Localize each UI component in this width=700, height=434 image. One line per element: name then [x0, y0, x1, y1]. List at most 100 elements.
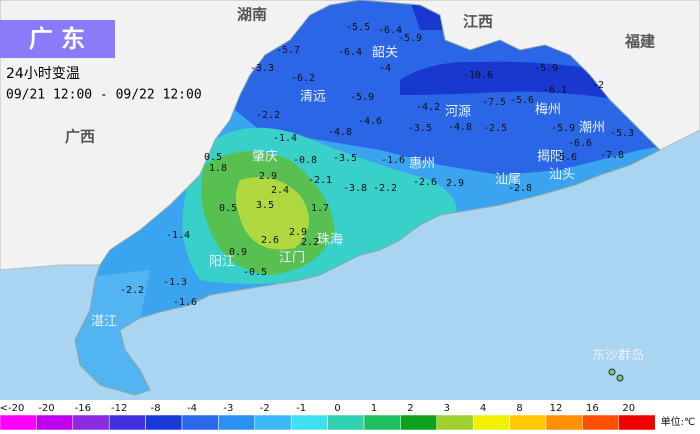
legend-swatch — [145, 414, 183, 431]
legend-swatch — [254, 414, 292, 431]
legend-swatch — [218, 414, 256, 431]
station-value: -5.6 — [510, 95, 534, 106]
station-value: -0.8 — [293, 155, 317, 166]
station-value: -4.8 — [328, 127, 352, 138]
station-value: -2.2 — [373, 183, 397, 194]
title: 广 东 — [29, 25, 85, 53]
neighbor-label: 福建 — [624, 33, 656, 51]
city-label: 清远 — [300, 90, 326, 105]
station-value: 0.5 — [204, 152, 222, 163]
station-value: -5.7 — [276, 45, 300, 56]
neighbor-label: 广西 — [65, 128, 95, 146]
legend-swatch — [363, 414, 401, 431]
legend-swatch — [545, 414, 583, 431]
legend-label: -2 — [260, 403, 270, 414]
city-label: 汕头 — [549, 168, 575, 183]
legend-swatch — [400, 414, 438, 431]
legend-label: -8 — [151, 403, 161, 414]
station-value: 2.9 — [289, 227, 307, 238]
station-value: -3.5 — [333, 153, 357, 164]
station-value: 2.9 — [259, 171, 277, 182]
field-coldest — [400, 61, 620, 100]
station-value: -3.5 — [408, 123, 432, 134]
station-value: -2.2 — [120, 285, 144, 296]
period: 09/21 12:00 - 09/22 12:00 — [6, 88, 202, 103]
city-label: 韶关 — [372, 45, 398, 61]
station-value: 2.2 — [301, 237, 319, 248]
station-value: -4.6 — [358, 116, 382, 127]
legend-label: 4 — [480, 403, 486, 414]
city-label: 阳江 — [209, 255, 235, 270]
city-label: 揭阳 — [537, 150, 563, 165]
legend-label: 8 — [516, 403, 522, 414]
legend-label: 20 — [622, 403, 635, 414]
legend-swatch — [0, 414, 37, 431]
field-warmest — [236, 177, 309, 250]
legend-label: -12 — [111, 403, 127, 414]
station-value: -10.6 — [463, 70, 493, 81]
city-label: 江门 — [279, 251, 305, 266]
station-value: -6.4 — [338, 47, 362, 58]
subtitle: 24小时变温 — [6, 66, 80, 82]
station-value: -2 — [592, 80, 604, 91]
city-label: 梅州 — [535, 103, 561, 118]
legend-label: 0 — [334, 403, 340, 414]
legend-swatch — [509, 414, 547, 431]
city-label: 肇庆 — [252, 150, 278, 165]
station-value: -5.9 — [398, 33, 422, 44]
station-value: -2.8 — [508, 183, 532, 194]
legend-label: <-20 — [0, 403, 24, 414]
station-value: -1.6 — [381, 155, 405, 166]
station-value: -5.6 — [553, 152, 577, 163]
station-value: -2.2 — [256, 110, 280, 121]
station-value: -6.6 — [568, 138, 592, 149]
station-value: -5.9 — [350, 92, 374, 103]
station-value: -3.8 — [343, 183, 367, 194]
station-value: 0.5 — [219, 203, 237, 214]
legend-swatch — [472, 414, 510, 431]
city-label: 潮州 — [579, 121, 605, 136]
island — [608, 368, 616, 376]
station-value: -6.1 — [543, 85, 567, 96]
station-value: 2.6 — [261, 235, 279, 246]
city-label: 汕尾 — [495, 173, 521, 188]
legend-label: -16 — [75, 403, 91, 414]
station-value: -7.5 — [482, 97, 506, 108]
legend-label: 16 — [586, 403, 599, 414]
legend-label: 1 — [371, 403, 377, 414]
station-value: -6.4 — [378, 25, 402, 36]
legend-label: -1 — [296, 403, 306, 414]
city-label: 惠州 — [409, 157, 435, 172]
legend-swatch — [582, 414, 620, 431]
legend-swatch — [36, 414, 74, 431]
station-value: -2.1 — [308, 175, 332, 186]
legend-swatch — [327, 414, 365, 431]
legend-label: -3 — [223, 403, 233, 414]
station-value: -4.2 — [416, 102, 440, 113]
city-label: 湛江 — [91, 315, 117, 330]
station-value: -5.9 — [551, 123, 575, 134]
station-value: 2.4 — [271, 185, 289, 196]
station-value: 0.9 — [229, 247, 247, 258]
neighbor-label: 湖南 — [237, 6, 267, 24]
station-value: 1.7 — [311, 203, 329, 214]
legend-unit: 单位:℃ — [661, 415, 696, 428]
station-value: 2.9 — [446, 178, 464, 189]
legend-label: -4 — [187, 403, 197, 414]
station-value: -4.8 — [448, 122, 472, 133]
station-value: -0.5 — [243, 267, 267, 278]
station-value: 1.8 — [209, 163, 227, 174]
station-value: -4 — [379, 63, 391, 74]
legend-label: -20 — [38, 403, 54, 414]
legend-swatch — [72, 414, 110, 431]
island — [616, 374, 624, 382]
station-value: -1.4 — [273, 133, 297, 144]
station-value: -6.2 — [291, 73, 315, 84]
station-value: -1.4 — [166, 230, 190, 241]
legend-swatch — [290, 414, 328, 431]
station-value: -1.6 — [173, 297, 197, 308]
neighbor-label: 江西 — [463, 13, 493, 31]
legend-swatch — [108, 414, 146, 431]
